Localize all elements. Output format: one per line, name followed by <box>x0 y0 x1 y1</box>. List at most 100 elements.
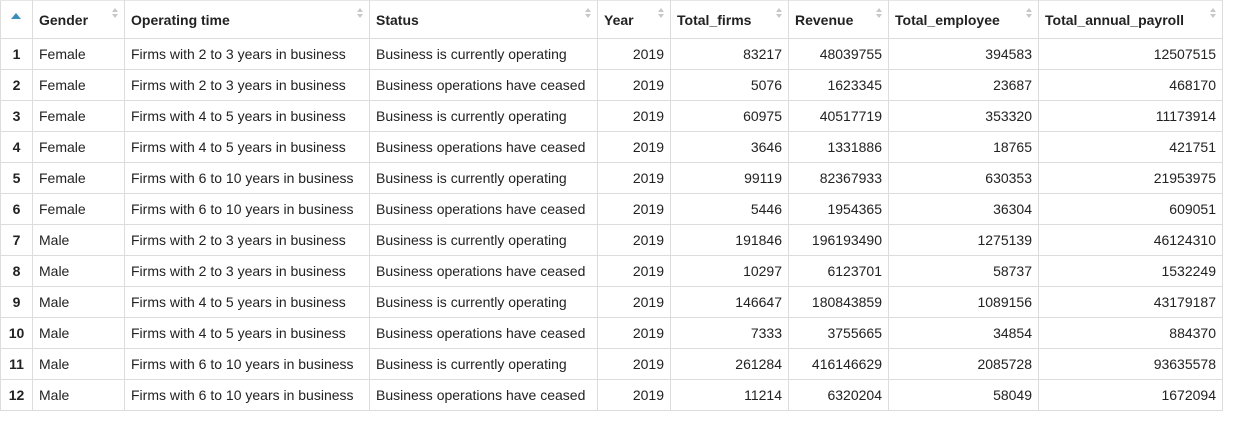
cell-total-firms: 261284 <box>670 348 789 380</box>
cell-total-annual-payroll: 12507515 <box>1038 38 1223 70</box>
sort-icon[interactable] <box>1210 7 1217 21</box>
cell-status: Business operations have ceased <box>369 255 598 287</box>
sort-icon[interactable] <box>876 7 883 21</box>
column-header-total-firms[interactable]: Total_firms <box>670 0 789 39</box>
cell-total-firms: 146647 <box>670 286 789 318</box>
cell-total-annual-payroll: 609051 <box>1038 193 1223 225</box>
table-row: 3 Female Firms with 4 to 5 years in busine… <box>0 100 1223 132</box>
column-header-year[interactable]: Year <box>597 0 671 39</box>
table-row: 12 Male Firms with 6 to 10 years in busine… <box>0 379 1223 411</box>
cell-operating-time: Firms with 6 to 10 years in business <box>124 379 370 411</box>
cell-status: Business is currently operating <box>369 348 598 380</box>
cell-revenue: 48039755 <box>788 38 889 70</box>
cell-total-firms: 5446 <box>670 193 789 225</box>
cell-total-annual-payroll: 421751 <box>1038 131 1223 163</box>
cell-gender: Female <box>32 162 125 194</box>
cell-total-employee: 394583 <box>888 38 1039 70</box>
column-header-operating-time[interactable]: Operating time <box>124 0 370 39</box>
cell-revenue: 40517719 <box>788 100 889 132</box>
row-index: 11 <box>0 348 33 380</box>
data-table: Gender Operating time Status Year Total_… <box>0 0 1223 411</box>
column-header-total-employee[interactable]: Total_employee <box>888 0 1039 39</box>
cell-total-firms: 11214 <box>670 379 789 411</box>
row-index: 12 <box>0 379 33 411</box>
row-index: 5 <box>0 162 33 194</box>
column-header-gender[interactable]: Gender <box>32 0 125 39</box>
cell-gender: Male <box>32 255 125 287</box>
cell-gender: Female <box>32 131 125 163</box>
row-index: 2 <box>0 69 33 101</box>
sort-icon[interactable] <box>585 7 592 21</box>
row-index: 7 <box>0 224 33 256</box>
column-header-label: Operating time <box>131 11 230 28</box>
cell-status: Business is currently operating <box>369 224 598 256</box>
cell-gender: Female <box>32 100 125 132</box>
cell-operating-time: Firms with 4 to 5 years in business <box>124 131 370 163</box>
cell-status: Business operations have ceased <box>369 69 598 101</box>
cell-total-annual-payroll: 11173914 <box>1038 100 1223 132</box>
cell-year: 2019 <box>597 286 671 318</box>
cell-revenue: 6123701 <box>788 255 889 287</box>
cell-gender: Female <box>32 38 125 70</box>
cell-gender: Male <box>32 317 125 349</box>
sort-icon[interactable] <box>112 7 119 21</box>
cell-total-firms: 60975 <box>670 100 789 132</box>
column-header-label: Revenue <box>795 11 854 28</box>
cell-total-employee: 1089156 <box>888 286 1039 318</box>
cell-operating-time: Firms with 6 to 10 years in business <box>124 193 370 225</box>
sort-icon[interactable] <box>1026 7 1033 21</box>
cell-gender: Male <box>32 286 125 318</box>
cell-total-employee: 2085728 <box>888 348 1039 380</box>
sort-icon[interactable] <box>357 7 364 21</box>
cell-total-annual-payroll: 1672094 <box>1038 379 1223 411</box>
cell-revenue: 82367933 <box>788 162 889 194</box>
index-header[interactable] <box>0 0 33 39</box>
cell-total-annual-payroll: 43179187 <box>1038 286 1223 318</box>
cell-total-firms: 10297 <box>670 255 789 287</box>
table-row: 2 Female Firms with 2 to 3 years in busine… <box>0 69 1223 101</box>
cell-gender: Male <box>32 224 125 256</box>
cell-total-firms: 99119 <box>670 162 789 194</box>
cell-revenue: 196193490 <box>788 224 889 256</box>
cell-year: 2019 <box>597 131 671 163</box>
sort-icon[interactable] <box>658 7 665 21</box>
cell-total-annual-payroll: 93635578 <box>1038 348 1223 380</box>
cell-total-employee: 1275139 <box>888 224 1039 256</box>
cell-year: 2019 <box>597 224 671 256</box>
cell-gender: Female <box>32 69 125 101</box>
cell-gender: Male <box>32 348 125 380</box>
cell-total-firms: 3646 <box>670 131 789 163</box>
row-index: 9 <box>0 286 33 318</box>
cell-total-employee: 630353 <box>888 162 1039 194</box>
table-body: 1 Female Firms with 2 to 3 years in busine… <box>0 38 1223 411</box>
table-row: 10 Male Firms with 4 to 5 years in busines… <box>0 317 1223 349</box>
cell-total-employee: 58049 <box>888 379 1039 411</box>
cell-status: Business is currently operating <box>369 286 598 318</box>
sort-icon[interactable] <box>776 7 783 21</box>
table-row: 7 Male Firms with 2 to 3 years in business… <box>0 224 1223 256</box>
cell-operating-time: Firms with 6 to 10 years in business <box>124 162 370 194</box>
row-index: 8 <box>0 255 33 287</box>
cell-total-firms: 191846 <box>670 224 789 256</box>
cell-status: Business operations have ceased <box>369 379 598 411</box>
cell-total-firms: 7333 <box>670 317 789 349</box>
cell-year: 2019 <box>597 193 671 225</box>
cell-operating-time: Firms with 2 to 3 years in business <box>124 38 370 70</box>
column-header-status[interactable]: Status <box>369 0 598 39</box>
column-header-label: Status <box>376 11 419 28</box>
header-row: Gender Operating time Status Year Total_… <box>0 0 1223 39</box>
cell-total-annual-payroll: 468170 <box>1038 69 1223 101</box>
cell-operating-time: Firms with 2 to 3 years in business <box>124 255 370 287</box>
cell-total-annual-payroll: 1532249 <box>1038 255 1223 287</box>
cell-status: Business is currently operating <box>369 162 598 194</box>
cell-revenue: 180843859 <box>788 286 889 318</box>
cell-gender: Female <box>32 193 125 225</box>
column-header-revenue[interactable]: Revenue <box>788 0 889 39</box>
column-header-total-annual-payroll[interactable]: Total_annual_payroll <box>1038 0 1223 39</box>
cell-year: 2019 <box>597 379 671 411</box>
sort-ascending-icon[interactable] <box>11 13 21 19</box>
table-row: 9 Male Firms with 4 to 5 years in business… <box>0 286 1223 318</box>
cell-revenue: 3755665 <box>788 317 889 349</box>
cell-total-firms: 5076 <box>670 69 789 101</box>
